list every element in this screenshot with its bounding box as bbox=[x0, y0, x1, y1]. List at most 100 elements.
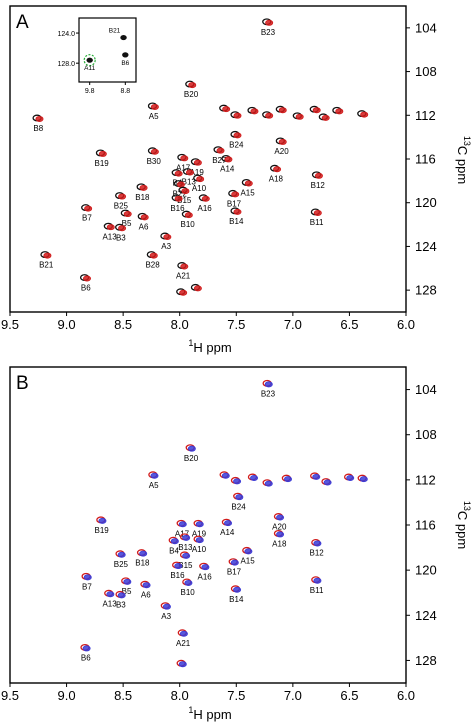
panel-a-xlabel: 1H ppm bbox=[188, 338, 231, 355]
panel-a-xlabel-sup: 1 bbox=[188, 338, 193, 348]
peak bbox=[309, 105, 321, 114]
peak-contour-b bbox=[201, 564, 210, 571]
panel-b-ylabel-sup: 13 bbox=[462, 501, 472, 511]
x-tick-label: 6.0 bbox=[397, 688, 415, 703]
peak-contour-b bbox=[185, 169, 194, 176]
peak-contour-b bbox=[201, 195, 210, 202]
peak bbox=[190, 283, 202, 292]
peak-contour-b bbox=[150, 472, 159, 479]
peak bbox=[281, 474, 292, 483]
peak-contour-b bbox=[82, 645, 91, 652]
peak-contour-b bbox=[264, 480, 273, 487]
peak-label: A13 bbox=[102, 232, 117, 241]
peak: B12 bbox=[309, 539, 324, 558]
peak-contour-b bbox=[117, 551, 126, 558]
inset-frame bbox=[78, 17, 137, 83]
peak-contour-b bbox=[106, 224, 115, 231]
peak-contour-b bbox=[196, 176, 205, 183]
peak-contour-b bbox=[170, 538, 179, 545]
peak: A17 bbox=[176, 153, 191, 172]
peak: B4 bbox=[168, 536, 179, 555]
x-tick-label: 9.5 bbox=[1, 688, 19, 703]
peak-label: B16 bbox=[170, 571, 185, 580]
peak bbox=[247, 106, 259, 115]
peak-contour-b bbox=[233, 208, 242, 215]
peak-label: A10 bbox=[192, 184, 207, 193]
peak-label: B16 bbox=[170, 204, 185, 213]
peak-contour-b bbox=[139, 550, 148, 557]
peak: A19 bbox=[192, 519, 207, 538]
peak-label: B12 bbox=[311, 181, 326, 190]
peak-label: A15 bbox=[240, 189, 255, 198]
peak-label: B21 bbox=[39, 261, 54, 270]
peak-contour-b bbox=[359, 476, 368, 483]
inset-peak: A11 bbox=[83, 54, 96, 72]
peak: B6 bbox=[80, 643, 91, 663]
peak-contour-b bbox=[184, 212, 193, 219]
y-tick-label: 104 bbox=[415, 382, 437, 397]
peak bbox=[176, 288, 188, 296]
panel-b-xlabel-main: H ppm bbox=[193, 707, 231, 722]
x-tick-label: 8.0 bbox=[171, 317, 189, 332]
peak-label: A20 bbox=[272, 523, 287, 532]
x-tick-label: 9.0 bbox=[58, 688, 76, 703]
peak-label: B13 bbox=[182, 178, 197, 187]
peak: B11 bbox=[310, 208, 324, 227]
peak-contour-b bbox=[35, 115, 44, 122]
peak-contour-b bbox=[313, 577, 322, 584]
peak: B5 bbox=[121, 577, 132, 596]
peak-label: A18 bbox=[269, 174, 284, 183]
peak: A6 bbox=[137, 212, 149, 231]
peak: B13 bbox=[182, 168, 197, 187]
peak: A14 bbox=[220, 518, 235, 537]
peak-contour-b bbox=[83, 574, 92, 581]
peak: B20 bbox=[184, 444, 199, 463]
peak-label: B10 bbox=[181, 588, 196, 597]
peak-contour-b bbox=[265, 19, 274, 26]
peak-label: B14 bbox=[229, 217, 244, 226]
inset-peak-contour bbox=[86, 57, 93, 63]
peak-contour-b bbox=[195, 537, 204, 544]
peak-label: B5 bbox=[122, 587, 132, 596]
peak-label: B7 bbox=[82, 582, 92, 591]
peak-contour-b bbox=[174, 195, 183, 202]
peak-contour-b bbox=[283, 476, 292, 483]
peak-contour-b bbox=[276, 531, 285, 538]
peak-contour-b bbox=[265, 112, 274, 119]
peak-contour-b bbox=[231, 191, 240, 198]
y-tick-label: 124 bbox=[415, 608, 437, 623]
peak: A5 bbox=[148, 471, 159, 490]
peak-contour-b bbox=[179, 630, 188, 637]
inset-peak-label: A11 bbox=[84, 65, 95, 72]
peak-contour-b bbox=[180, 155, 189, 162]
peak-contour-b bbox=[174, 170, 183, 177]
y-tick-label: 116 bbox=[415, 518, 436, 533]
peak-contour-b bbox=[174, 563, 183, 570]
peak-label: A19 bbox=[190, 168, 205, 177]
peak-contour-b bbox=[98, 517, 107, 524]
panel-b-label: B bbox=[16, 373, 29, 394]
peak-contour-b bbox=[335, 108, 344, 115]
peak: B15 bbox=[178, 551, 193, 570]
peak-contour-b bbox=[139, 184, 148, 191]
x-tick-label: 7.0 bbox=[284, 688, 302, 703]
peak bbox=[262, 111, 274, 119]
peak: B30 bbox=[147, 147, 161, 166]
peak-label: A13 bbox=[102, 599, 117, 608]
inset-peak: B6 bbox=[121, 52, 130, 67]
peak: B28 bbox=[145, 251, 160, 270]
peak bbox=[310, 472, 321, 480]
peak: B18 bbox=[135, 549, 150, 568]
peak-label: B17 bbox=[227, 199, 242, 208]
x-tick-label: 7.0 bbox=[284, 317, 302, 332]
peak: A10 bbox=[192, 174, 207, 193]
peak: A18 bbox=[269, 164, 284, 183]
peak bbox=[230, 476, 242, 485]
peak: B7 bbox=[81, 572, 92, 591]
peak: B10 bbox=[181, 578, 196, 597]
peak: A16 bbox=[197, 562, 212, 581]
peak-contour-b bbox=[244, 548, 253, 555]
peak bbox=[275, 105, 287, 114]
peak-label: B6 bbox=[81, 284, 91, 293]
